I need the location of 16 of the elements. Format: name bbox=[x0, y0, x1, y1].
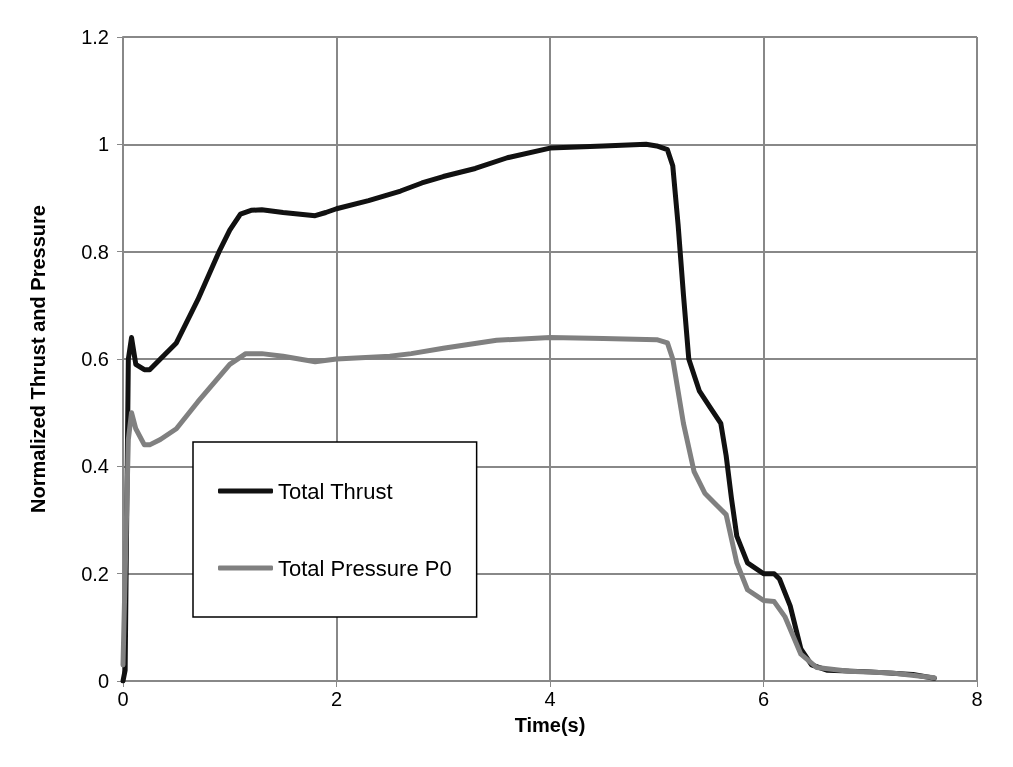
x-tick-label: 0 bbox=[117, 688, 129, 710]
legend-label: Total Thrust bbox=[278, 478, 393, 504]
x-tick-label: 8 bbox=[971, 688, 983, 710]
y-tick-label: 1 bbox=[97, 133, 109, 156]
y-tick-label: 0.8 bbox=[81, 240, 109, 263]
y-tick-label: 0.2 bbox=[81, 562, 109, 585]
x-tick-label: 4 bbox=[544, 688, 556, 710]
legend-label: Total Pressure P0 bbox=[278, 555, 452, 581]
x-axis-title: Time(s) bbox=[514, 714, 586, 736]
x-tick-label: 6 bbox=[757, 688, 770, 710]
y-tick-label: 0.4 bbox=[81, 455, 109, 478]
y-tick-label: 0.6 bbox=[81, 348, 109, 370]
y-tick-label: 1.2 bbox=[81, 26, 109, 48]
y-axis-title: Normalized Thrust and Pressure bbox=[27, 205, 49, 513]
y-tick-label: 0 bbox=[97, 670, 109, 692]
x-tick-label: 2 bbox=[330, 688, 343, 710]
